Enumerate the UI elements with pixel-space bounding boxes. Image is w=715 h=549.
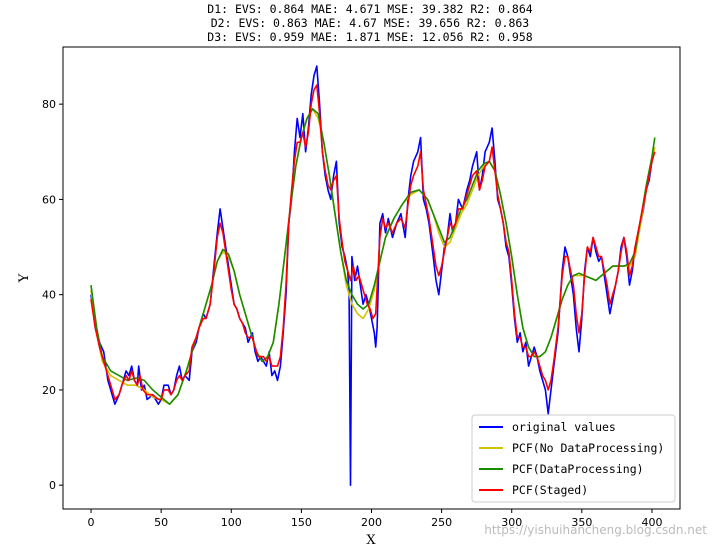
x-axis-label: X xyxy=(366,533,376,548)
watermark: https://yishuihancheng.blog.csdn.net xyxy=(484,523,707,537)
series-line-1 xyxy=(90,108,656,405)
x-tick-label-5: 250 xyxy=(431,516,452,529)
series-line-2 xyxy=(90,108,656,405)
x-tick-label-3: 150 xyxy=(291,516,312,529)
legend-box xyxy=(471,414,676,503)
chart-title: D1: EVS: 0.864 MAE: 4.671 MSE: 39.382 R2… xyxy=(207,2,532,44)
y-tick-label-3: 60 xyxy=(42,193,56,206)
legend-label-2: PCF(DataProcessing) xyxy=(512,462,644,476)
x-tick-label-7: 350 xyxy=(571,516,592,529)
title-line-d3: D3: EVS: 0.959 MAE: 1.871 MSE: 12.056 R2… xyxy=(207,30,532,44)
y-tick-label-1: 20 xyxy=(42,384,56,397)
series-line-3 xyxy=(90,84,656,401)
x-axis: 0 50 100 150 200 250 300 350 400 xyxy=(88,509,662,529)
x-tick-label-6: 300 xyxy=(501,516,522,529)
legend-label-0: original values xyxy=(512,420,616,434)
legend-label-3: PCF(Staged) xyxy=(512,483,588,497)
x-tick-label-4: 200 xyxy=(361,516,382,529)
y-tick-label-4: 80 xyxy=(42,98,56,111)
y-tick-label-2: 40 xyxy=(42,289,56,302)
x-tick-label-2: 100 xyxy=(221,516,242,529)
x-tick-label-1: 50 xyxy=(154,516,168,529)
y-axis-label: Y xyxy=(17,273,32,283)
series-line-0 xyxy=(90,65,653,486)
x-tick-label-8: 400 xyxy=(641,516,662,529)
y-axis: 0 20 40 60 80 xyxy=(42,98,63,492)
legend: original values PCF(No DataProcessing) PCF… xyxy=(471,414,676,503)
title-line-d1: D1: EVS: 0.864 MAE: 4.671 MSE: 39.382 R2… xyxy=(207,2,532,16)
title-line-d2: D2: EVS: 0.863 MAE: 4.67 MSE: 39.656 R2:… xyxy=(211,16,530,30)
series-group xyxy=(90,65,656,486)
y-tick-label-0: 0 xyxy=(49,479,56,492)
legend-label-1: PCF(No DataProcessing) xyxy=(512,441,664,455)
x-tick-label-0: 0 xyxy=(88,516,95,529)
